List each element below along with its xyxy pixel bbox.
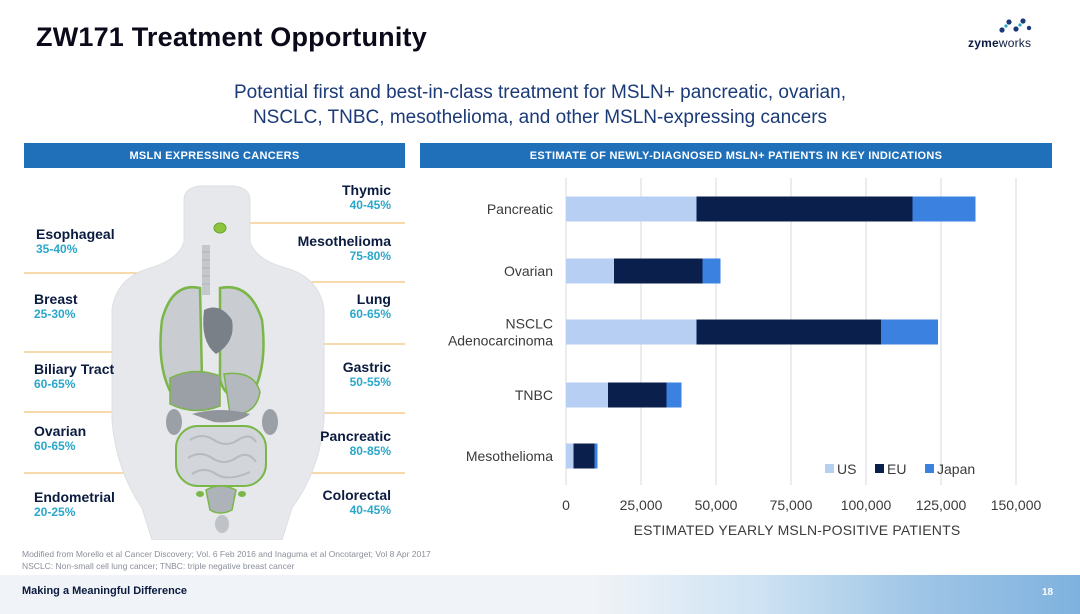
cancer-name: Lung xyxy=(356,291,391,307)
legend-label-japan: Japan xyxy=(937,461,975,477)
cancer-name: Breast xyxy=(34,291,78,307)
subtitle-line-1: Potential first and best-in-class treatm… xyxy=(234,82,846,103)
cancer-name: Colorectal xyxy=(322,487,391,503)
footer-bar xyxy=(0,575,1080,614)
logo-dots-icon xyxy=(999,18,1032,33)
bar-segment-eu xyxy=(696,319,881,345)
company-logo: zymeworks xyxy=(968,16,1068,56)
x-tick-label: 0 xyxy=(562,497,570,513)
bar-segment-us xyxy=(566,382,608,408)
cancer-endometrial: Endometrial 20-25% xyxy=(34,489,115,519)
footer-tagline: Making a Meaningful Difference xyxy=(22,585,188,597)
msln-patients-chart: 0 25,000 50,000 75,000 100,000 125,000 150,000… xyxy=(420,170,1060,545)
cancer-expression-pct: 20-25% xyxy=(34,505,76,519)
legend-swatch-us xyxy=(825,464,834,473)
cancer-expression-pct: 25-30% xyxy=(34,307,76,321)
x-tick-label: 125,000 xyxy=(916,497,967,513)
cancer-colorectal: Colorectal 40-45% xyxy=(323,487,391,517)
bar-segment-japan xyxy=(594,443,598,469)
human-body-illustration xyxy=(24,185,405,540)
legend-swatch-japan xyxy=(925,464,934,473)
msln-cancers-panel: Esophageal 35-40% Breast 25-30% Biliary … xyxy=(24,170,405,540)
cancer-expression-pct: 75-80% xyxy=(349,249,391,263)
cancer-name: Endometrial xyxy=(34,489,115,505)
legend-label-eu: EU xyxy=(887,461,906,477)
x-tick-label: 25,000 xyxy=(620,497,663,513)
cancer-gastric: Gastric 50-55% xyxy=(343,359,391,389)
cancer-thymic: Thymic 40-45% xyxy=(342,182,391,212)
bar-segment-us xyxy=(566,443,574,469)
page-number: 18 xyxy=(1042,587,1054,598)
footnote-abbreviations: NSCLC: Non-small cell lung cancer; TNBC:… xyxy=(22,561,295,571)
stacked-bar-chart: 0 25,000 50,000 75,000 100,000 125,000 150,000… xyxy=(448,178,1042,538)
cancer-expression-pct: 40-45% xyxy=(349,503,391,517)
x-tick-label: 100,000 xyxy=(841,497,892,513)
bar-segment-eu xyxy=(614,258,703,284)
cancer-breast: Breast 25-30% xyxy=(34,291,78,321)
category-label: Ovarian xyxy=(504,263,553,279)
cancer-expression-pct: 40-45% xyxy=(349,198,391,212)
subtitle-line-2: NSCLC, TNBC, mesothelioma, and other MSL… xyxy=(252,107,828,128)
subtitle: Potential first and best-in-class treatm… xyxy=(0,80,1080,130)
x-tick-label: 75,000 xyxy=(770,497,813,513)
logo-wordmark: zymeworks xyxy=(968,36,1032,50)
category-label: TNBC xyxy=(515,387,553,403)
page-title: ZW171 Treatment Opportunity xyxy=(36,22,427,52)
x-axis-label: ESTIMATED YEARLY MSLN-POSITIVE PATIENTS xyxy=(634,522,961,538)
bar-segment-eu xyxy=(573,443,595,469)
cancer-name: Esophageal xyxy=(36,226,115,242)
cancer-name: Thymic xyxy=(341,182,391,198)
cancer-esophageal: Esophageal 35-40% xyxy=(36,226,115,256)
cancer-expression-pct: 60-65% xyxy=(349,307,391,321)
category-label: NSCLC xyxy=(506,316,553,332)
bar-segment-us xyxy=(566,258,614,284)
bar-segment-eu xyxy=(696,196,913,222)
legend-label-us: US xyxy=(837,461,856,477)
cancer-expression-pct: 60-65% xyxy=(34,439,76,453)
cancer-biliary-tract: Biliary Tract 60-65% xyxy=(34,361,114,391)
category-label: Adenocarcinoma xyxy=(448,333,553,349)
cancer-name: Mesothelioma xyxy=(297,233,391,249)
cancer-lung: Lung 60-65% xyxy=(350,291,391,321)
bar-segment-japan xyxy=(702,258,721,284)
bar-segment-japan xyxy=(881,319,938,345)
cancer-ovarian: Ovarian 60-65% xyxy=(34,423,86,453)
cancer-name: Biliary Tract xyxy=(34,361,115,377)
bar-segment-eu xyxy=(608,382,667,408)
cancer-pancreatic: Pancreatic 80-85% xyxy=(320,428,391,458)
cancer-expression-pct: 35-40% xyxy=(36,242,78,256)
left-section-banner: MSLN EXPRESSING CANCERS xyxy=(24,143,405,168)
right-section-banner: ESTIMATE OF NEWLY-DIAGNOSED MSLN+ PATIEN… xyxy=(420,143,1052,168)
cancer-name: Pancreatic xyxy=(320,428,391,444)
cancer-mesothelioma: Mesothelioma 75-80% xyxy=(298,233,391,263)
x-tick-label: 150,000 xyxy=(991,497,1042,513)
footnote-source: Modified from Morello et al Cancer Disco… xyxy=(22,549,431,559)
bar-segment-japan xyxy=(666,382,682,408)
bar-segment-japan xyxy=(912,196,976,222)
cancer-expression-pct: 60-65% xyxy=(34,377,76,391)
x-tick-label: 50,000 xyxy=(695,497,738,513)
bar-segment-us xyxy=(566,196,697,222)
legend-swatch-eu xyxy=(875,464,884,473)
cancer-expression-pct: 80-85% xyxy=(349,444,391,458)
category-label: Pancreatic xyxy=(487,201,553,217)
cancer-expression-pct: 50-55% xyxy=(349,375,391,389)
cancer-name: Ovarian xyxy=(34,423,87,439)
category-label: Mesothelioma xyxy=(466,448,553,464)
bar-segment-us xyxy=(566,319,697,345)
cancer-name: Gastric xyxy=(342,359,391,375)
